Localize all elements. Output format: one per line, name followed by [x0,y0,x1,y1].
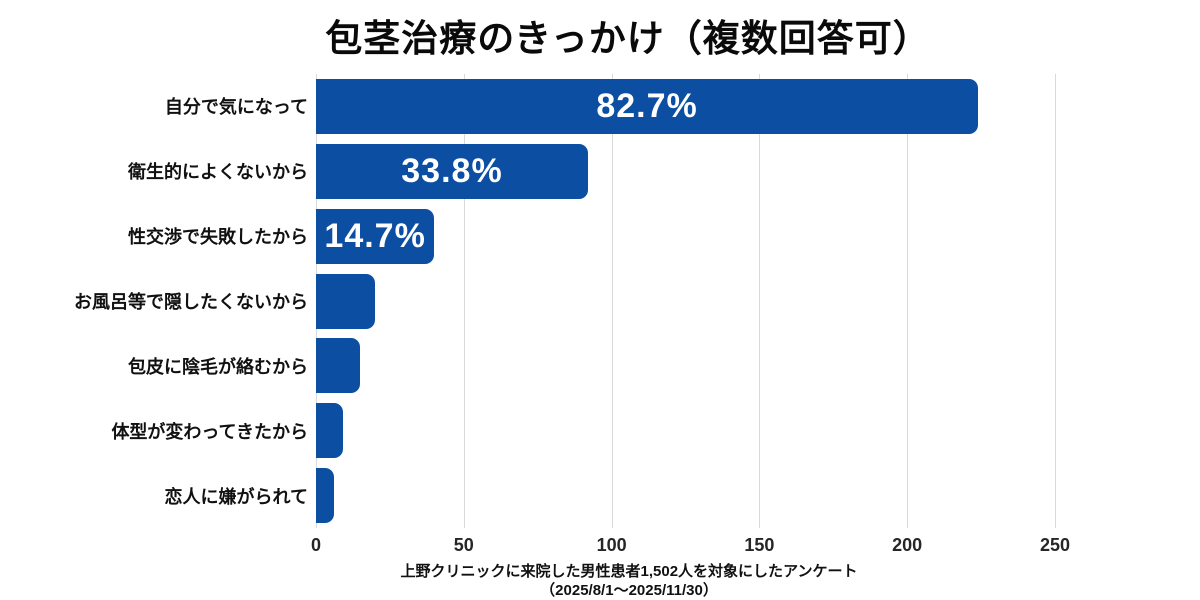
bar-value-label-1: 33.8% [401,151,503,190]
category-label-6: 恋人に嫌がられて [164,486,308,507]
category-label-3: お風呂等で隠したくないから [74,291,308,312]
category-label-0: 自分で気になって [164,97,308,118]
category-label-5: 体型が変わってきたから [111,421,308,442]
bar-value-label-2: 14.7% [324,216,426,255]
x-tick-label-250: 250 [1039,535,1071,555]
x-tick-label-100: 100 [596,535,627,555]
bar-2: 14.7% [316,208,435,264]
bar-1: 33.8% [316,143,588,199]
x-tick-label-200: 200 [892,535,923,555]
category-label-4: 包皮に陰毛が絡むから [128,356,308,377]
plot-area: 0 50 100 150 200 250 82.7% 33.8% 14.7% [311,74,1070,555]
source-note-line2: （2025/8/1～2025/11/30） [540,582,718,599]
gridline-50 [463,74,465,528]
bar-5 [316,403,343,459]
bar-6 [316,468,334,524]
bar-3 [316,273,376,329]
gridline-100 [611,74,613,528]
x-tick-label-150: 150 [744,535,775,555]
x-tick-label-0: 0 [310,535,321,555]
gridline-250 [1055,74,1056,528]
category-label-1: 衛生的によくないから [128,162,308,183]
source-note-line1: 上野クリニックに来院した男性患者1,502人を対象にしたアンケート [400,563,858,580]
bar-0: 82.7% [316,78,979,134]
category-label-2: 性交渉で失敗したから [128,227,308,248]
gridline-150 [759,74,761,528]
gridline-200 [907,74,909,528]
chart-title: 包茎治療のきっかけ（複数回答可） [325,18,931,59]
bar-value-label-0: 82.7% [596,86,698,125]
x-tick-label-50: 50 [453,535,474,555]
bar-4 [316,338,361,394]
